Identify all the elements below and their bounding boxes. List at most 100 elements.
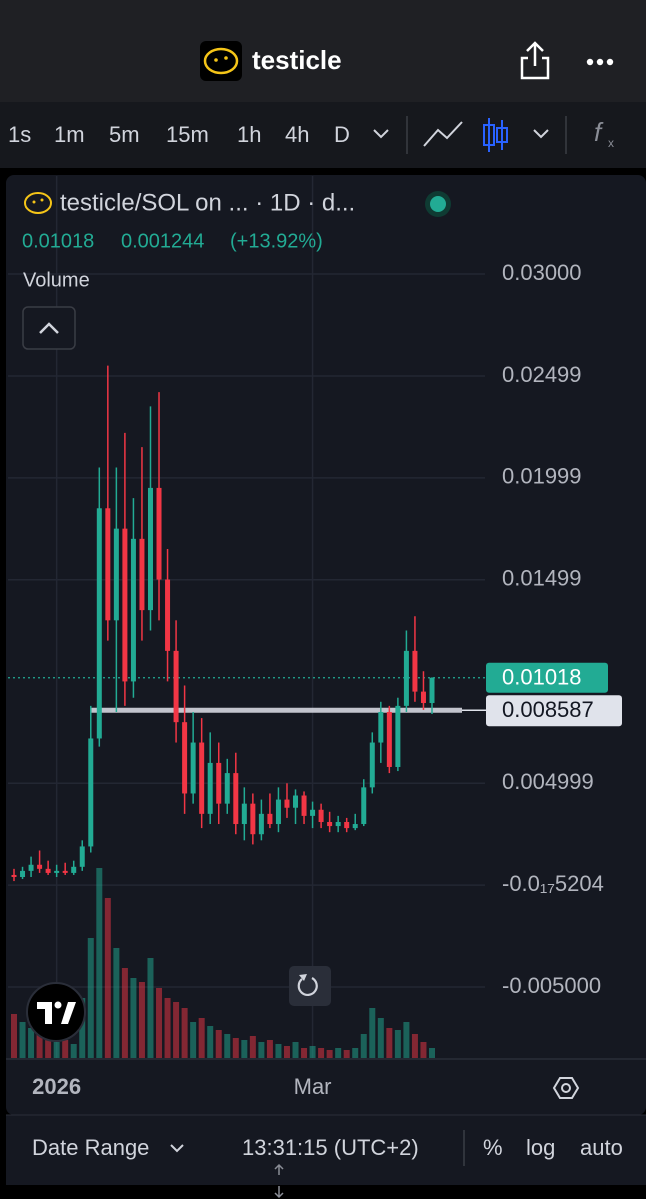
candle-body <box>45 868 51 873</box>
candle-body <box>258 813 264 835</box>
volume-bar <box>198 1018 205 1058</box>
candle-body <box>28 864 34 871</box>
chart-type-dropdown[interactable] <box>533 129 549 139</box>
candle-body <box>20 870 26 877</box>
candle-body <box>88 738 94 847</box>
interval-button[interactable]: 15m <box>166 122 209 147</box>
candle-body <box>54 870 60 873</box>
y-tick-label: -0.0₁₇5204 <box>502 871 604 896</box>
candle-body <box>335 821 341 827</box>
candle-body <box>241 803 247 825</box>
auto-button[interactable]: auto <box>580 1135 623 1160</box>
candle-body <box>344 821 350 829</box>
volume-bar <box>87 938 94 1058</box>
volume-bar <box>232 1038 239 1058</box>
clock: 13:31:15 (UTC+2) <box>242 1135 419 1160</box>
y-tick-label: -0.005000 <box>502 973 601 998</box>
y-tick-label: 0.01999 <box>502 464 582 489</box>
candle-body <box>429 677 435 704</box>
candle-body <box>275 799 281 825</box>
interval-button[interactable]: D <box>334 122 350 147</box>
volume-bar <box>386 1028 393 1058</box>
volume-bar <box>53 1042 60 1058</box>
volume-bar <box>207 1026 214 1058</box>
volume-bar <box>19 1022 26 1058</box>
volume-bar <box>164 998 171 1058</box>
volume-bar <box>28 1028 35 1058</box>
candle-body <box>301 795 307 816</box>
volume-bar <box>36 1034 43 1058</box>
header-bar <box>0 0 646 102</box>
svg-text:x: x <box>608 136 614 150</box>
y-tick-label: 0.01499 <box>502 566 582 591</box>
symbol-title: testicle/SOL on ... · 1D · d... <box>60 189 355 216</box>
volume-bar <box>343 1050 350 1058</box>
legend-price: 0.01018 <box>22 230 94 252</box>
chart-type-button[interactable] <box>483 118 508 152</box>
interval-button[interactable]: 1m <box>54 122 85 147</box>
candle-body <box>139 538 145 611</box>
candle-body <box>37 864 43 869</box>
candle-body <box>284 799 290 808</box>
volume-bar <box>104 898 111 1058</box>
candle-body <box>310 809 316 816</box>
log-button[interactable]: log <box>526 1135 555 1160</box>
candle-body <box>182 722 188 794</box>
volume-bar <box>121 968 128 1058</box>
collapse-legend-button[interactable] <box>22 306 76 350</box>
candle-body <box>386 711 392 767</box>
share-button[interactable] <box>520 41 550 80</box>
interval-button[interactable]: 1h <box>237 122 261 147</box>
more-button[interactable] <box>586 58 614 66</box>
settings-button[interactable] <box>552 1077 580 1099</box>
y-tick-label: 0.004999 <box>502 769 594 794</box>
indicators-button[interactable]: f x <box>594 117 614 150</box>
percent-button[interactable]: % <box>483 1135 503 1160</box>
candle-body <box>11 874 17 877</box>
volume-bar <box>352 1048 359 1058</box>
last-price-label: 0.01018 <box>502 665 582 690</box>
candle-body <box>412 650 418 692</box>
tradingview-logo[interactable] <box>26 982 86 1042</box>
interval-button[interactable]: 1s <box>8 122 31 147</box>
candle-body <box>190 742 196 794</box>
volume-bar <box>309 1046 316 1058</box>
candle-body <box>71 866 77 873</box>
volume-bar <box>45 1038 52 1058</box>
legend-change-pct: (+13.92%) <box>230 230 323 252</box>
candle-body <box>327 821 333 827</box>
drawing-tool[interactable] <box>423 121 463 147</box>
volume-bar <box>156 988 163 1058</box>
volume-bar <box>258 1042 265 1058</box>
candle-body <box>96 508 102 739</box>
volume-bar <box>377 1018 384 1058</box>
candle-body <box>267 813 273 825</box>
candle-body <box>361 787 367 825</box>
candle-body <box>293 795 299 808</box>
y-tick-label: 0.03000 <box>502 260 582 285</box>
candle-body <box>147 487 153 611</box>
candle-body <box>233 773 239 825</box>
volume-bar <box>283 1046 290 1058</box>
volume-bar <box>318 1048 325 1058</box>
volume-bar <box>360 1034 367 1058</box>
resize-handle[interactable] <box>274 1163 284 1199</box>
candle-body <box>173 650 179 723</box>
candle-body <box>250 803 256 835</box>
volume-bar <box>113 948 120 1058</box>
volume-bar <box>190 1022 197 1058</box>
svg-text:f: f <box>594 117 604 147</box>
volume-bar <box>11 1014 17 1058</box>
date-range-dropdown[interactable] <box>170 1144 184 1153</box>
candle-body <box>216 762 222 804</box>
interval-button[interactable]: 4h <box>285 122 309 147</box>
x-tick-label: Mar <box>294 1074 332 1099</box>
volume-bar <box>326 1050 333 1058</box>
interval-button[interactable]: 5m <box>109 122 140 147</box>
volume-bar <box>138 982 145 1058</box>
interval-dropdown[interactable] <box>373 129 389 139</box>
volume-bar <box>96 868 103 1058</box>
date-range-button[interactable]: Date Range <box>32 1135 149 1160</box>
token-logo <box>200 41 242 81</box>
reset-button[interactable] <box>289 966 331 1006</box>
